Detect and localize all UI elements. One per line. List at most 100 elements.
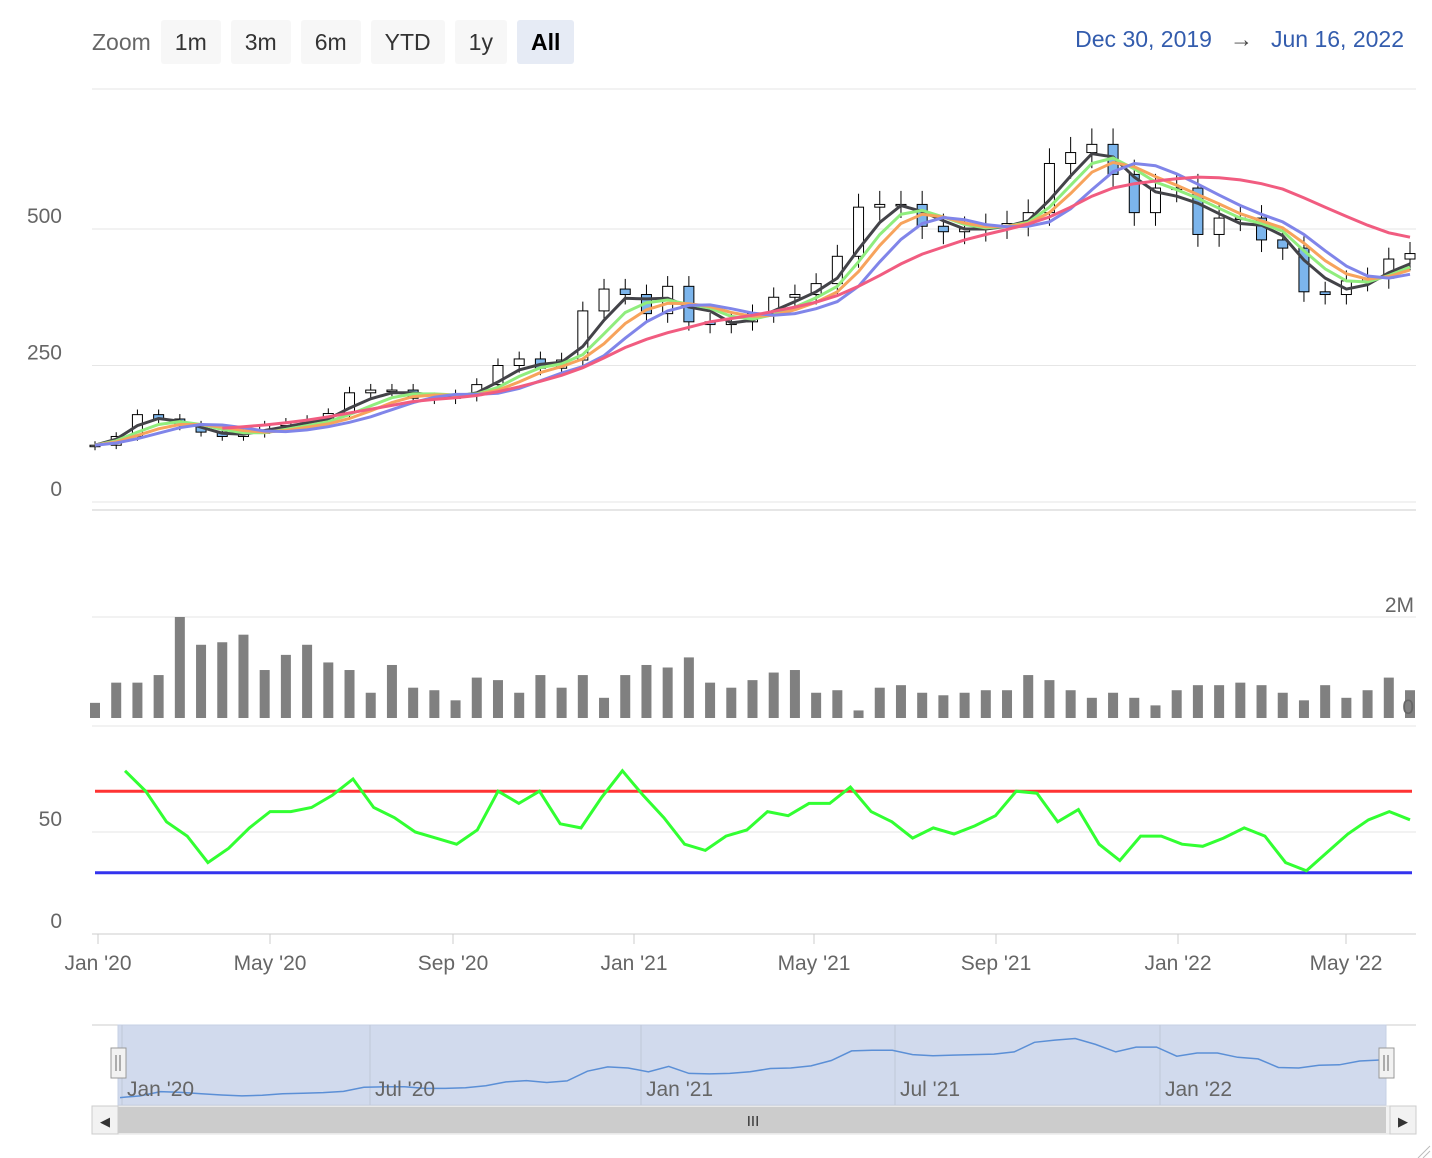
volume-bar: [196, 644, 207, 718]
navigator-left-handle[interactable]: [110, 1047, 127, 1079]
candle-body: [1213, 217, 1225, 235]
volume-bar: [1023, 675, 1034, 718]
volume-bar: [1129, 697, 1140, 718]
candle: [1319, 281, 1331, 305]
zoom-6m-button[interactable]: 6m: [300, 20, 361, 64]
candle-body: [1298, 247, 1310, 293]
candle: [853, 193, 865, 268]
volume-bar: [768, 672, 779, 718]
navigator-date-label: Jul '21: [900, 1078, 960, 1101]
candle-body: [365, 389, 377, 394]
volume-bar: [1065, 690, 1076, 718]
moving-average-line-4: [94, 161, 1411, 447]
volume-bar: [1192, 685, 1203, 718]
candle-body: [853, 206, 865, 257]
range-to-input[interactable]: Jun 16, 2022: [1270, 26, 1404, 52]
volume-bar: [811, 692, 822, 718]
volume-bar: [1214, 685, 1225, 718]
candle: [1128, 159, 1140, 226]
scrollbar-grip: III: [747, 1113, 760, 1130]
volume-bar: [1108, 692, 1119, 718]
volume-bar: [683, 657, 694, 718]
navigator[interactable]: Jan '20 Jul '20 Jan '21 Jul '21 Jan '22: [92, 1024, 1416, 1106]
volume-bar: [938, 695, 949, 718]
moving-average-lines: [94, 152, 1411, 447]
volume-bar: [747, 680, 758, 718]
navigator-date-label: Jul '20: [375, 1078, 435, 1101]
candle: [365, 383, 377, 399]
candle-body: [1277, 239, 1289, 249]
scroll-left-arrow-icon: ◀: [100, 1114, 110, 1129]
volume-bar: [408, 687, 419, 718]
volume-tick-label: 0: [1402, 696, 1414, 719]
volume-bar: [599, 697, 610, 718]
volume-bar: [980, 690, 991, 718]
volume-bar: [153, 675, 164, 718]
price-tick-label: 0: [50, 478, 62, 501]
volume-bar: [1341, 697, 1352, 718]
volume-bar: [1320, 685, 1331, 718]
zoom-3m-button[interactable]: 3m: [230, 20, 291, 64]
candle-body: [513, 358, 525, 366]
volume-bar: [323, 662, 334, 718]
range-arrow: →: [1229, 26, 1253, 52]
zoom-all-button[interactable]: All: [516, 20, 575, 64]
candle-body: [1149, 187, 1161, 214]
volume-bar: [874, 687, 885, 718]
volume-bar: [1383, 677, 1394, 718]
volume-bar: [535, 675, 546, 718]
candle: [1298, 236, 1310, 302]
volume-bar: [174, 617, 185, 718]
volume-bar: [917, 692, 928, 718]
x-tick-label: May '20: [234, 952, 307, 975]
grid-layer: [92, 88, 1416, 944]
volume-bar: [1362, 690, 1373, 718]
candle-body: [789, 294, 801, 298]
volume-bar: [662, 667, 673, 718]
volume-bar: [1298, 700, 1309, 718]
volume-bar: [111, 682, 122, 718]
candle: [1383, 247, 1395, 289]
scrollbar-thumb[interactable]: [118, 1107, 1386, 1133]
volume-bar: [1171, 690, 1182, 718]
scroll-right-button[interactable]: [1389, 1105, 1417, 1135]
zoom-1m-button[interactable]: 1m: [160, 20, 221, 64]
resize-grip-icon[interactable]: [1417, 1145, 1431, 1158]
zoom-1y-button[interactable]: 1y: [454, 20, 507, 64]
candle-body: [937, 225, 949, 233]
scroll-right-arrow-icon: ▶: [1398, 1114, 1408, 1129]
moving-average-line-2: [94, 156, 1411, 447]
rsi-tick-label: 50: [39, 808, 62, 831]
price-tick-label: 500: [27, 205, 62, 228]
volume-bar: [1277, 692, 1288, 718]
range-selector: Zoom 1m 3m 6m YTD 1y All: [92, 20, 584, 64]
candle-body: [1404, 253, 1416, 260]
volume-bar: [386, 664, 397, 718]
moving-average-line-5: [222, 175, 1411, 430]
date-range: Dec 30, 2019 → Jun 16, 2022: [1075, 26, 1404, 53]
candle: [768, 287, 780, 323]
candle-body: [492, 365, 504, 386]
x-tick-label: May '21: [778, 952, 851, 975]
moving-average-line-1: [94, 152, 1411, 447]
price-tick-label: 250: [27, 342, 62, 365]
volume-bar: [1235, 682, 1246, 718]
zoom-ytd-button[interactable]: YTD: [370, 20, 445, 64]
rsi-panel: [95, 768, 1412, 875]
volume-bar: [556, 687, 567, 718]
axis-labels: 0 250 500 2M 0 0 50 Jan '20 May '20 Sep '20 Jan '2…: [27, 205, 1414, 975]
candle: [1065, 136, 1077, 179]
volume-bar: [620, 675, 631, 718]
scroll-left-button[interactable]: [91, 1105, 119, 1135]
volume-bar: [726, 687, 737, 718]
volume-bar: [895, 685, 906, 718]
volume-panel: [90, 617, 1415, 718]
candle-body: [619, 288, 631, 296]
volume-bar: [280, 654, 291, 718]
x-tick-label: Jan '22: [1144, 952, 1211, 975]
candle: [789, 284, 801, 308]
navigator-right-handle[interactable]: [1378, 1047, 1395, 1079]
scrollbar[interactable]: III ◀ ▶: [91, 1105, 1417, 1135]
range-from-input[interactable]: Dec 30, 2019: [1075, 26, 1212, 52]
